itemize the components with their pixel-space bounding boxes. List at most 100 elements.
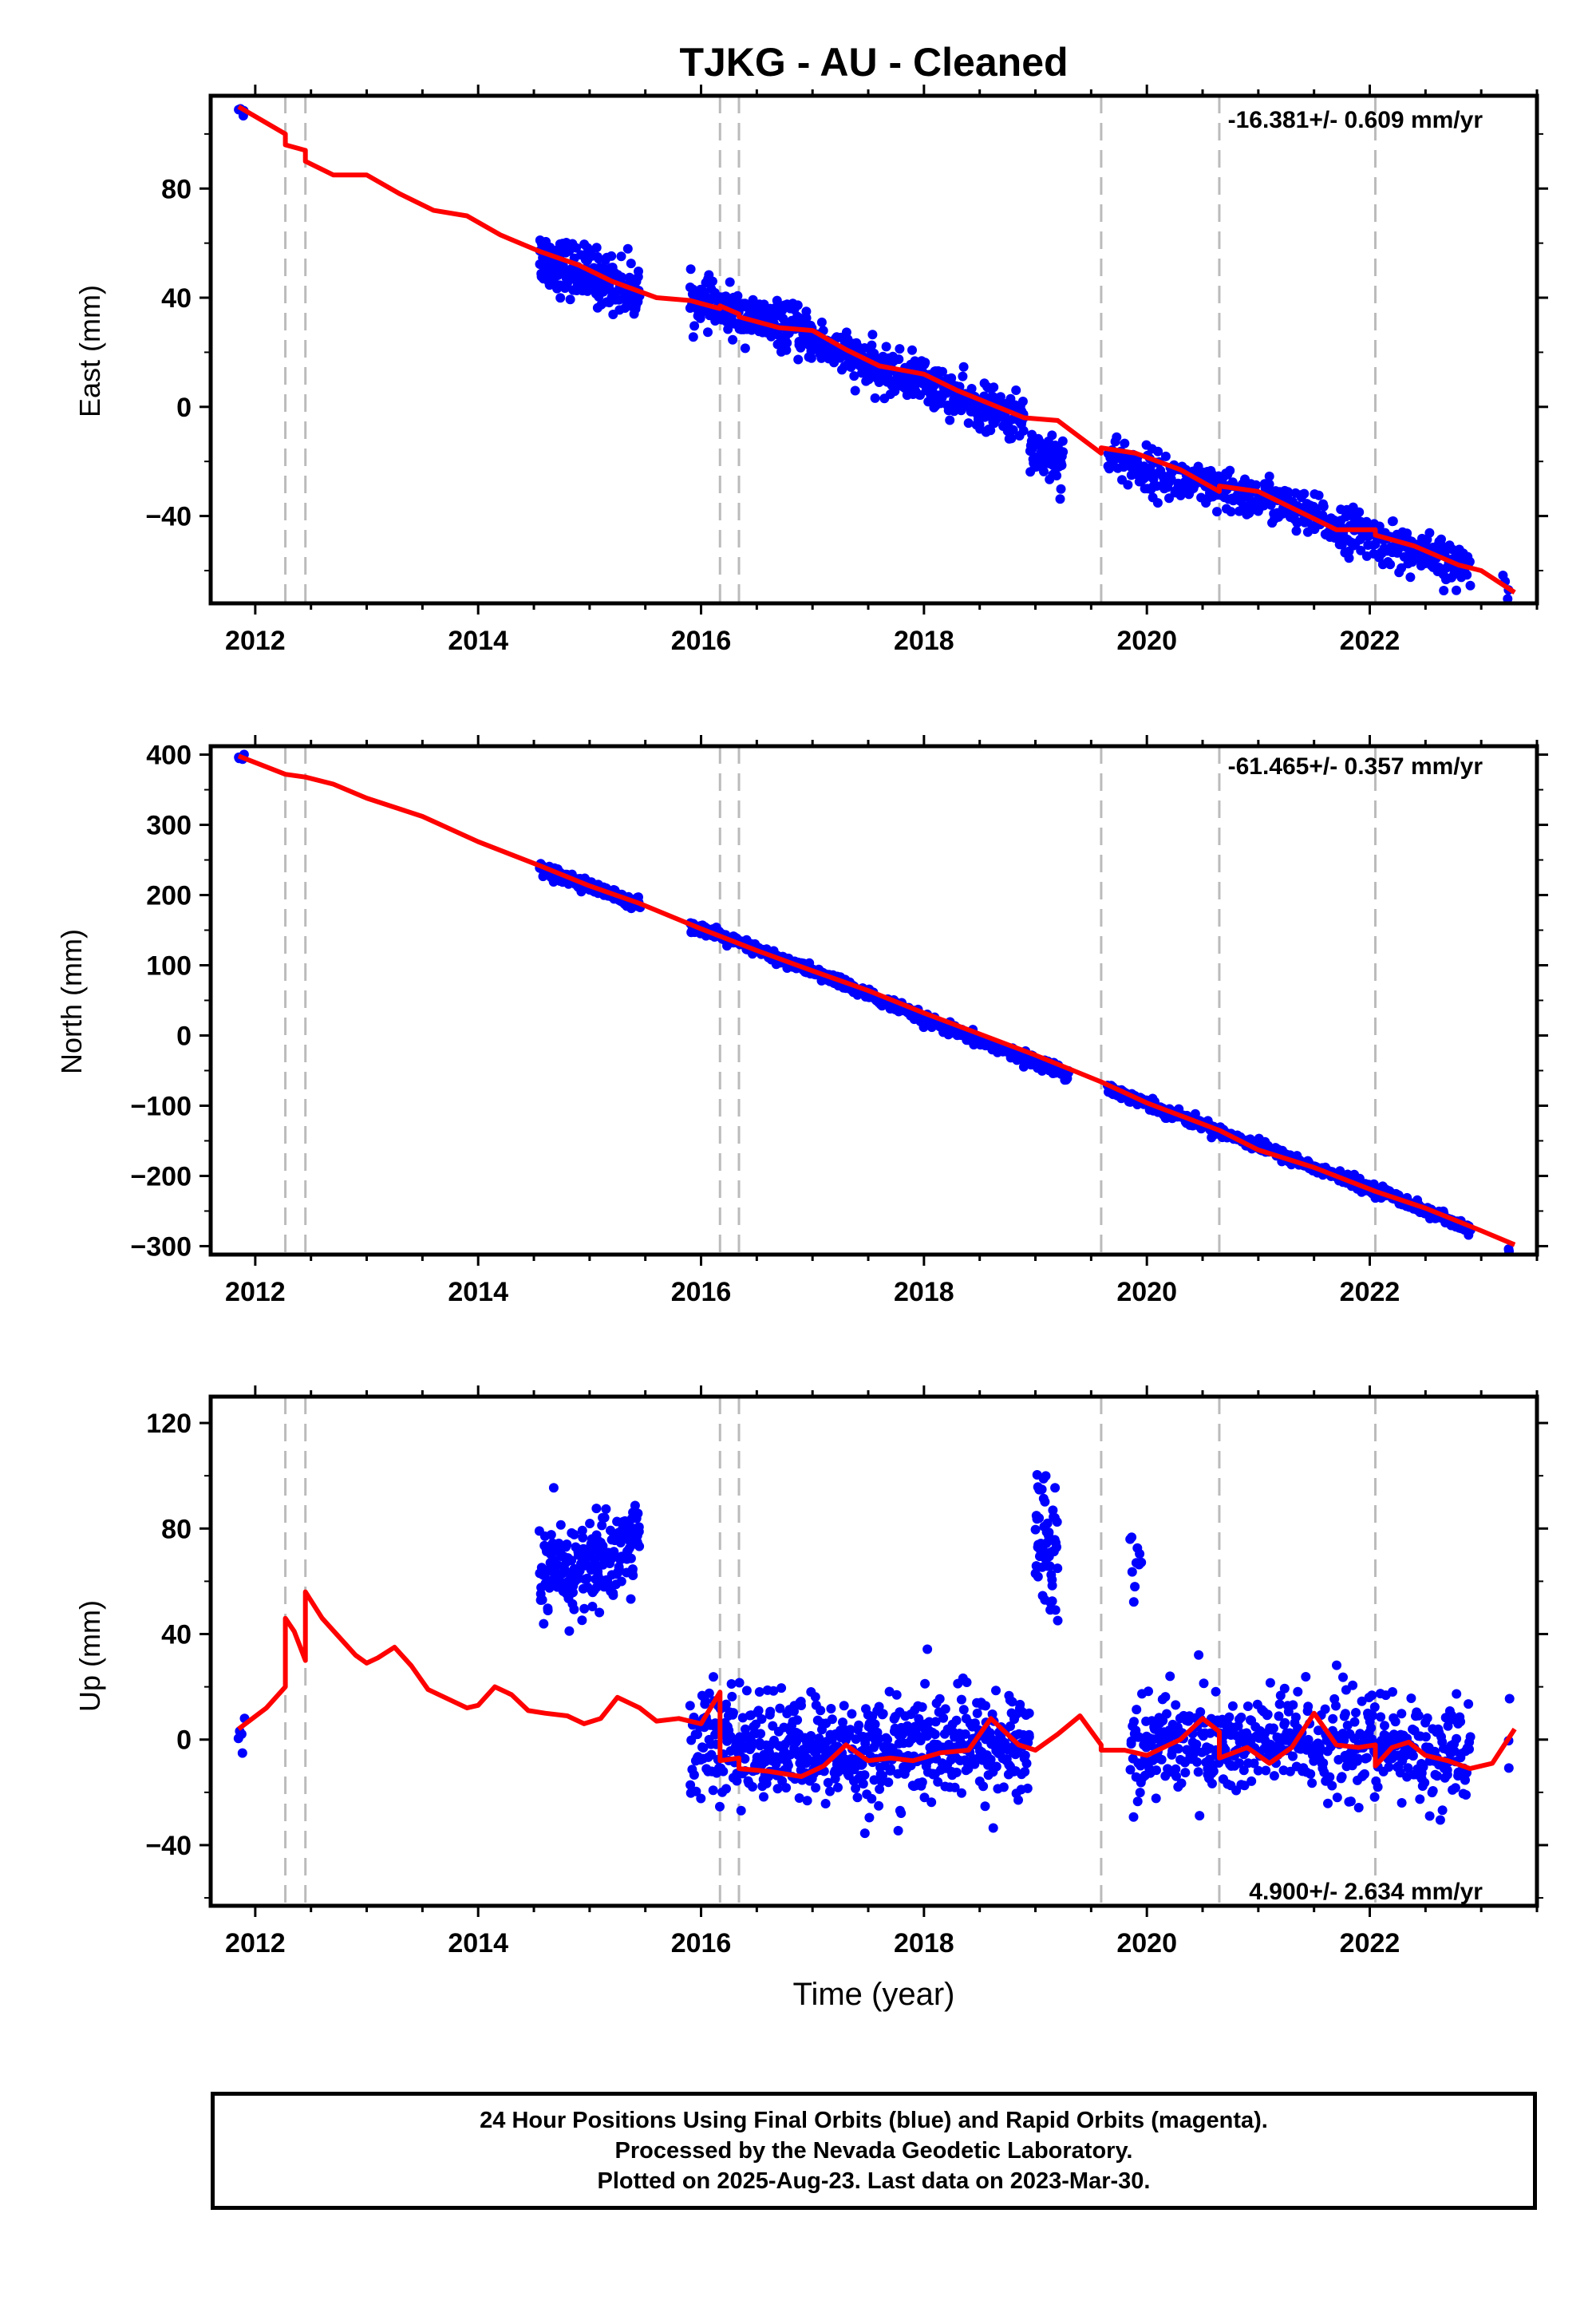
up-data-point — [634, 1527, 644, 1537]
up-data-point — [1220, 1745, 1231, 1755]
up-data-point — [810, 1692, 820, 1702]
east-data-point — [616, 272, 626, 283]
up-data-point — [1424, 1811, 1435, 1821]
up-data-point — [807, 1738, 817, 1749]
up-data-point — [1171, 1700, 1181, 1710]
up-data-point — [1194, 1650, 1204, 1660]
up-data-point — [847, 1709, 857, 1719]
up-data-point — [917, 1777, 927, 1788]
east-y-tick-label: 80 — [161, 174, 192, 204]
up-data-point — [1125, 1765, 1136, 1775]
up-data-point — [721, 1784, 731, 1794]
east-data-point — [1388, 516, 1398, 526]
up-x-tick-label: 2012 — [225, 1928, 286, 1958]
up-data-point — [608, 1590, 618, 1600]
up-data-point — [970, 1718, 980, 1729]
up-data-point — [1452, 1689, 1462, 1699]
up-data-point — [1156, 1754, 1167, 1765]
up-data-point — [1290, 1712, 1301, 1722]
footer-box: 24 Hour Positions Using Final Orbits (bl… — [211, 2092, 1537, 2210]
up-model-line — [237, 1589, 1517, 1779]
north-y-tick-label: −100 — [130, 1091, 192, 1121]
up-data-point — [539, 1618, 549, 1629]
up-data-point — [1024, 1732, 1034, 1742]
north-x-tick-label: 2020 — [1116, 1277, 1177, 1307]
up-data-point — [878, 1771, 887, 1780]
up-data-point — [1337, 1772, 1347, 1782]
north-y-tick-label: −300 — [130, 1231, 192, 1262]
up-data-point — [1045, 1561, 1055, 1571]
up-data-point — [1130, 1582, 1140, 1592]
north-x-tick-label: 2014 — [448, 1277, 508, 1307]
panel-east-clip-layer: 2012 2014 2016 2018 2020 2022 80 40 0 −40 — [145, 85, 1548, 656]
up-data-point — [839, 1701, 849, 1711]
up-data-point — [736, 1805, 746, 1816]
up-data-point — [732, 1776, 742, 1786]
up-data-point — [759, 1792, 768, 1802]
up-data-point — [1021, 1758, 1032, 1769]
up-data-point — [781, 1783, 792, 1793]
east-data-point — [1424, 528, 1435, 538]
up-data-point — [1307, 1778, 1317, 1788]
up-data-point — [914, 1713, 924, 1724]
up-x-tick-label: 2018 — [894, 1928, 954, 1958]
up-data-point — [1262, 1709, 1273, 1720]
east-data-point — [1356, 545, 1366, 555]
up-data-point — [1127, 1567, 1137, 1577]
up-data-point — [922, 1644, 933, 1654]
east-data-point — [881, 342, 891, 352]
up-data-point — [1332, 1792, 1342, 1803]
north-rate-label: -61.465+/- 0.357 mm/yr — [1228, 753, 1483, 780]
up-data-point — [1033, 1571, 1043, 1582]
up-data-point — [864, 1812, 875, 1823]
east-data-point — [1226, 507, 1236, 517]
north-x-tick-label: 2016 — [671, 1277, 732, 1307]
up-data-point — [1246, 1776, 1257, 1786]
up-data-point — [1214, 1758, 1224, 1768]
east-data-point — [1462, 570, 1472, 580]
up-data-point — [1390, 1717, 1400, 1727]
up-data-point — [1418, 1762, 1428, 1772]
east-data-point — [907, 345, 917, 355]
up-data-point — [1280, 1717, 1290, 1728]
up-data-point — [1369, 1702, 1380, 1712]
up-data-point — [562, 1539, 572, 1549]
up-data-point — [1207, 1778, 1217, 1788]
north-y-tick-label: 300 — [146, 811, 192, 841]
up-data-point — [981, 1701, 990, 1711]
up-data-point — [1406, 1694, 1416, 1703]
up-data-point — [1403, 1763, 1413, 1773]
up-data-point — [579, 1603, 590, 1614]
up-data-point — [893, 1825, 903, 1836]
east-data-point — [782, 338, 792, 348]
up-data-point — [1368, 1710, 1378, 1721]
east-data-point — [792, 300, 803, 310]
up-data-point — [934, 1694, 945, 1704]
up-data-point — [940, 1704, 950, 1714]
up-data-point — [1171, 1764, 1181, 1774]
up-data-point — [708, 1785, 718, 1796]
up-data-point — [1041, 1471, 1051, 1481]
east-data-point — [1055, 494, 1065, 504]
up-data-point — [1235, 1758, 1245, 1769]
up-data-point — [794, 1793, 804, 1803]
up-data-point — [1384, 1762, 1394, 1773]
up-data-point — [1053, 1563, 1063, 1574]
east-data-point — [1344, 553, 1354, 563]
up-data-point — [748, 1781, 757, 1792]
up-data-point — [1345, 1796, 1356, 1807]
up-x-tick-label: 2014 — [448, 1928, 508, 1958]
up-data-point — [1047, 1575, 1057, 1585]
up-data-point — [715, 1801, 725, 1812]
up-data-point — [236, 1729, 247, 1739]
panel-east: 2012 2014 2016 2018 2020 2022 80 40 0 −40 -16.381… — [73, 85, 1548, 656]
up-data-point — [1349, 1717, 1360, 1727]
up-data-point — [891, 1690, 902, 1700]
up-data-point — [1461, 1790, 1471, 1800]
up-data-point — [718, 1766, 729, 1777]
east-data-point — [1120, 438, 1130, 449]
east-data-point — [565, 294, 575, 305]
up-data-point — [870, 1719, 880, 1729]
east-x-tick-label: 2014 — [448, 626, 508, 656]
up-data-point — [972, 1708, 982, 1718]
